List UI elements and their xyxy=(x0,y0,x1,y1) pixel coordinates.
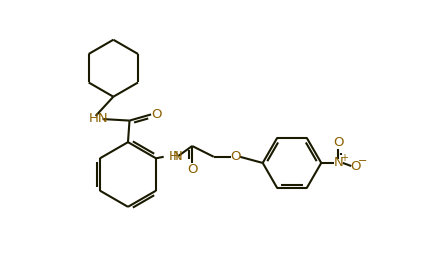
Text: O: O xyxy=(333,136,344,149)
Text: +: + xyxy=(340,153,347,163)
Text: N: N xyxy=(173,150,183,163)
Text: −: − xyxy=(357,156,367,166)
Text: O: O xyxy=(151,108,162,121)
Text: O: O xyxy=(230,150,240,163)
Text: N: N xyxy=(333,156,343,170)
Text: O: O xyxy=(187,163,197,176)
Text: HN: HN xyxy=(89,112,108,125)
Text: O: O xyxy=(350,159,361,172)
Text: H: H xyxy=(168,150,178,163)
